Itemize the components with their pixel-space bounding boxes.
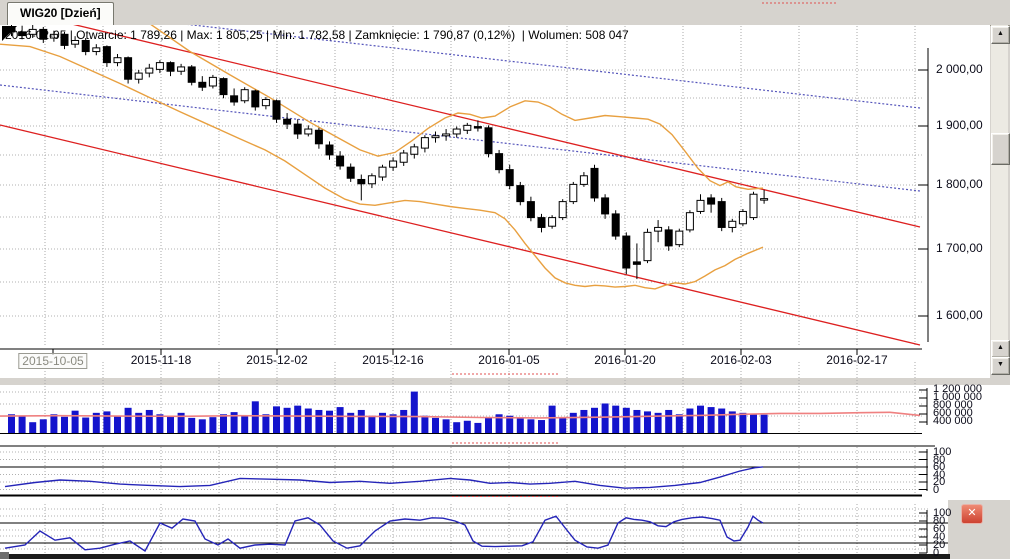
date-axis-label: 2016-01-05	[478, 353, 540, 367]
oscillator2-axis-label: 60	[933, 523, 946, 535]
oscillator1-axis-label: 0	[933, 483, 940, 496]
oscillator1-axis-label: 40	[933, 468, 946, 481]
price-axis-label: 1 700,00	[936, 241, 983, 255]
price-axis-label: 1 600,00	[936, 308, 983, 322]
volume-axis-label: 600 000	[933, 407, 973, 419]
scroll-up-button[interactable]: ▲	[991, 26, 1010, 44]
oscillator1-axis-label: 100	[933, 446, 952, 458]
date-axis-label: 2015-11-18	[130, 353, 192, 367]
scroll-up-button-bottom[interactable]: ▲	[991, 340, 1010, 358]
date-axis-label: 2015-12-16	[362, 353, 424, 367]
oscillator2-axis-label: 0	[933, 547, 940, 559]
date-axis-label[interactable]: 2015-10-05	[18, 353, 88, 369]
vertical-scrollbar-thumb[interactable]	[991, 133, 1010, 165]
up-arrow-icon: ▲	[997, 344, 1004, 351]
volume-axis-label: 1 000 000	[933, 391, 982, 403]
up-arrow-icon: ▲	[997, 30, 1004, 37]
date-axis-label: 2016-02-03	[710, 353, 772, 367]
tab-wig20-daily[interactable]: WIG20 [Dzień]	[7, 2, 114, 25]
oscillator2-axis-label: 80	[933, 515, 946, 527]
oscillator2-axis-label: 40	[933, 531, 946, 543]
price-axis-label: 1 800,00	[936, 177, 983, 191]
date-axis-label: 2016-01-20	[594, 353, 656, 367]
close-indicator-panel-button[interactable]: ✕	[961, 504, 983, 524]
oscillator1-axis-label: 80	[933, 453, 946, 466]
down-arrow-icon: ▼	[997, 361, 1004, 368]
oscillator1-axis-label: 60	[933, 461, 946, 473]
volume-axis-label: 1 200 000	[933, 383, 982, 395]
oscillator2-axis-label: 20	[933, 539, 946, 551]
close-icon: ✕	[967, 507, 977, 519]
volume-axis-label: 400 000	[933, 415, 973, 427]
oscillator1-axis-label: 20	[933, 476, 946, 488]
date-axis-label: 2015-12-02	[246, 353, 308, 367]
scroll-down-button[interactable]: ▼	[991, 357, 1010, 375]
date-axis-label: 2016-02-17	[826, 353, 888, 367]
volume-axis-label: 800 000	[933, 399, 973, 411]
tab-label: WIG20 [Dzień]	[20, 6, 101, 20]
price-axis-label: 2 000,00	[936, 62, 983, 76]
tab-bar: WIG20 [Dzień]	[0, 0, 1010, 26]
ohlc-info-bar: 2016-02-05 | Otwarcie: 1 789,26 | Max: 1…	[5, 28, 629, 42]
price-axis-label: 1 900,00	[936, 118, 983, 132]
oscillator2-axis-label: 100	[933, 507, 952, 519]
vertical-scrollbar-track[interactable]	[991, 25, 1008, 358]
